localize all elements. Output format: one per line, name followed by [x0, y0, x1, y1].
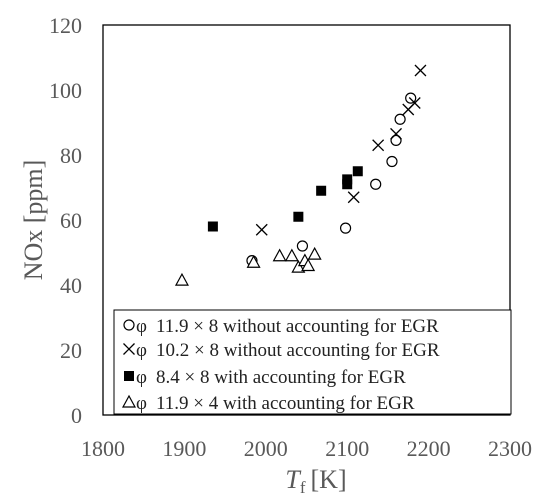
data-point-x: [390, 127, 402, 140]
x-axis-title-symbol: T: [285, 465, 301, 494]
legend-label: 11.9 × 8 without accounting for EGR: [156, 316, 439, 337]
x-axis-ticks: 1800 1900 2000 2100 2200 2300: [81, 436, 532, 461]
data-point-circle: [296, 240, 309, 252]
plot-area: [102, 24, 511, 416]
data-point-circle: [339, 222, 352, 234]
legend-phi-symbol: φ: [136, 393, 147, 414]
data-markers: [174, 64, 427, 286]
data-point-square: [342, 174, 353, 185]
data-point-x: [408, 97, 421, 109]
legend-box: [113, 309, 512, 415]
legend-marker-triangle: [121, 394, 137, 408]
data-point-x: [414, 64, 427, 77]
y-axis-title: NOx [ppm]: [19, 160, 48, 281]
plot-frame: [102, 24, 511, 416]
y-axis-ticks: 0 20 40 60 80 100 120: [49, 13, 82, 428]
x-tick-label: 1800: [81, 436, 125, 461]
data-point-square: [207, 221, 218, 232]
legend: φ 11.9 × 8 without accounting for EGR φ 10.…: [113, 309, 512, 415]
x-tick-label: 2200: [407, 436, 451, 461]
x-tick-label: 2100: [325, 436, 369, 461]
y-tick-label: 100: [49, 78, 82, 103]
data-point-square: [352, 166, 363, 177]
data-point-triangle: [272, 248, 287, 262]
data-point-x: [372, 139, 385, 152]
data-point-triangle: [301, 258, 316, 272]
y-tick-label: 0: [71, 403, 82, 428]
x-tick-label: 1900: [162, 436, 206, 461]
x-tick-label: 2000: [244, 436, 288, 461]
y-tick-label: 80: [60, 143, 82, 168]
legend-entries: φ 11.9 × 8 without accounting for EGR φ 10.…: [121, 316, 440, 414]
data-point-square: [316, 185, 327, 196]
y-tick-label: 20: [60, 338, 82, 363]
legend-marker-square: [124, 371, 134, 381]
data-point-triangle: [174, 272, 189, 286]
x-axis-title-subscript: f: [300, 478, 306, 497]
y-tick-label: 40: [60, 273, 82, 298]
legend-phi-symbol: φ: [136, 340, 147, 361]
x-axis-title: Tf [K]: [285, 465, 346, 497]
legend-phi-symbol: φ: [136, 367, 147, 388]
data-point-square: [293, 211, 304, 222]
y-tick-label: 120: [49, 13, 82, 38]
data-point-circle: [390, 134, 402, 146]
data-point-circle: [394, 113, 406, 125]
data-point-triangle: [307, 246, 322, 260]
legend-label: 10.2 × 8 without accounting for EGR: [156, 340, 440, 361]
data-point-triangle: [246, 254, 261, 268]
data-point-circle: [386, 155, 398, 168]
data-point-triangle: [284, 248, 299, 262]
data-point-x: [347, 191, 360, 204]
legend-marker-x: [123, 343, 135, 355]
legend-label: 8.4 × 8 with accounting for EGR: [156, 367, 406, 388]
data-point-circle: [370, 178, 382, 190]
legend-label: 11.9 × 4 with accounting for EGR: [156, 393, 415, 414]
data-point-triangle: [291, 259, 306, 273]
x-axis-title-unit: [K]: [311, 465, 347, 494]
y-tick-label: 60: [60, 208, 82, 233]
x-tick-label: 2300: [488, 436, 532, 461]
legend-phi-symbol: φ: [136, 316, 147, 337]
legend-marker-circle: [123, 319, 135, 331]
data-point-x: [255, 223, 268, 236]
